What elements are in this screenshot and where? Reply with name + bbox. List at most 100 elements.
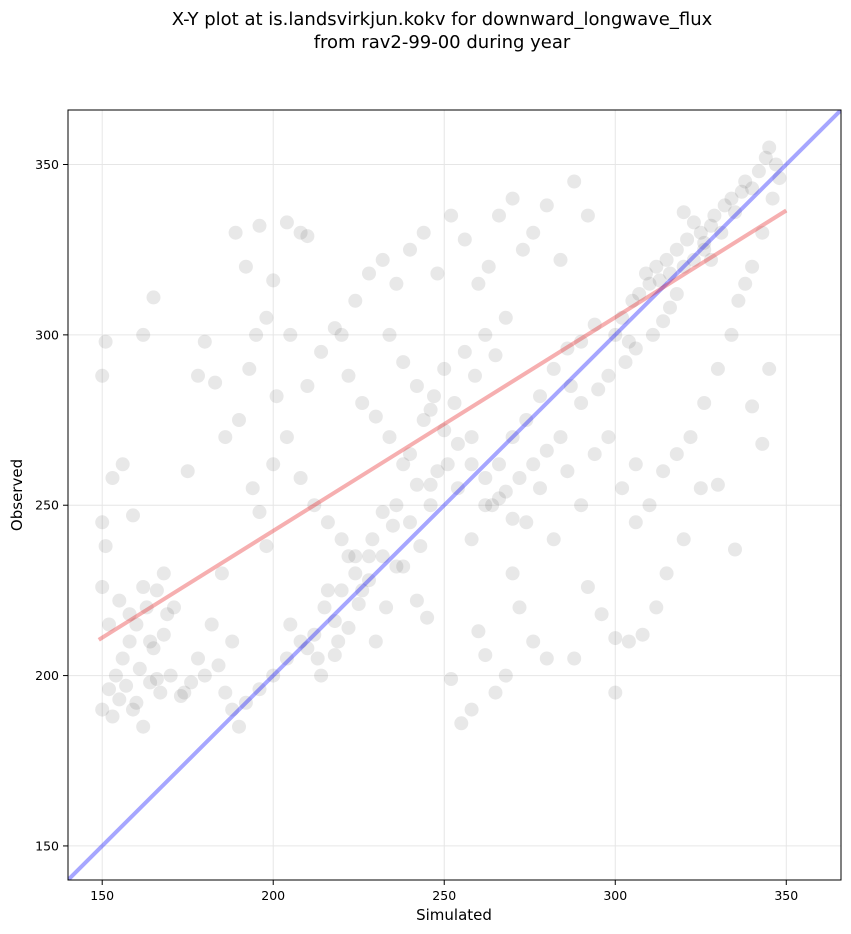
- scatter-point: [505, 566, 520, 581]
- scatter-point: [546, 361, 561, 376]
- scatter-point: [615, 310, 630, 325]
- scatter-point: [492, 491, 506, 506]
- scatter-point: [420, 610, 435, 625]
- scatter-point: [167, 600, 181, 615]
- scatter-point: [307, 627, 322, 642]
- scatter-point: [758, 150, 773, 165]
- scatter-point: [724, 191, 739, 206]
- scatter-point: [102, 617, 116, 632]
- scatter-point: [560, 464, 575, 479]
- scatter-point: [498, 310, 513, 325]
- x-tick-label: 350: [774, 888, 798, 903]
- scatter-point: [745, 259, 760, 274]
- scatter-point: [245, 481, 260, 496]
- scatter-point: [580, 208, 595, 223]
- scatter-point: [266, 457, 281, 472]
- scatter-point: [632, 287, 647, 301]
- scatter-point: [228, 225, 243, 240]
- scatter-point: [772, 171, 787, 186]
- scatter-point: [156, 566, 171, 581]
- scatter-point: [293, 634, 308, 649]
- scatter-point: [283, 327, 298, 342]
- scatter-point: [379, 600, 394, 615]
- scatter-point: [95, 368, 110, 383]
- scatter-point: [218, 685, 233, 700]
- scatter-point: [505, 191, 520, 206]
- scatter-point: [403, 447, 417, 462]
- scatter-point: [197, 668, 212, 683]
- scatter-point: [574, 498, 589, 513]
- scatter-point: [320, 583, 335, 598]
- scatter-point: [574, 334, 589, 349]
- scatter-point: [734, 184, 749, 199]
- scatter-point: [642, 498, 657, 513]
- scatter-point: [105, 471, 120, 485]
- scatter-point: [642, 276, 657, 291]
- scatter-point: [163, 668, 178, 683]
- scatter-point: [454, 716, 469, 731]
- plot-frame: [67, 109, 842, 881]
- scatter-point: [423, 477, 438, 492]
- scatter-point: [649, 600, 664, 615]
- scatter-point: [762, 361, 777, 376]
- scatter-point: [177, 685, 192, 700]
- scatter-point: [95, 580, 110, 594]
- scatter-point: [320, 515, 335, 530]
- scatter-point: [249, 327, 264, 342]
- scatter-point: [385, 518, 400, 533]
- scatter-point: [403, 242, 417, 257]
- scatter-point: [279, 430, 294, 445]
- scatter-point: [628, 457, 643, 472]
- scatter-point: [300, 229, 315, 244]
- scatter-point: [409, 593, 424, 608]
- scatter-point: [704, 252, 718, 267]
- scatter-point: [129, 617, 144, 632]
- scatter-point: [704, 218, 718, 233]
- scatter-point: [464, 532, 479, 547]
- scatter-point: [211, 658, 226, 673]
- scatter-point: [252, 218, 267, 233]
- scatter-point: [738, 276, 753, 291]
- scatter-point: [416, 225, 431, 240]
- scatter-point: [591, 382, 606, 397]
- scatter-point: [112, 593, 127, 608]
- scatter-point: [515, 242, 530, 257]
- data-points: [95, 140, 787, 734]
- scatter-point: [505, 430, 520, 445]
- scatter-point: [488, 348, 503, 363]
- scatter-point: [539, 651, 554, 666]
- scatter-point: [539, 198, 554, 213]
- scatter-point: [115, 651, 130, 666]
- scatter-point: [293, 225, 308, 240]
- scatter-point: [488, 685, 503, 700]
- scatter-point: [242, 361, 257, 376]
- scatter-point: [512, 471, 527, 485]
- y-tick-label: 200: [35, 668, 59, 683]
- scatter-point: [375, 505, 390, 519]
- scatter-point: [621, 334, 636, 349]
- scatter-point: [498, 668, 513, 683]
- scatter-point: [485, 498, 500, 513]
- scatter-point: [283, 617, 298, 632]
- scatter-point: [553, 252, 568, 267]
- scatter-point: [129, 695, 144, 710]
- scatter-point: [184, 675, 199, 690]
- scatter-point: [409, 477, 424, 492]
- scatter-point: [710, 477, 725, 492]
- scatter-point: [269, 389, 284, 404]
- scatter-point: [307, 498, 322, 513]
- scatter-point: [656, 314, 671, 329]
- scatter-point: [136, 580, 151, 594]
- scatter-point: [444, 672, 459, 686]
- scatter-point: [238, 695, 253, 710]
- scatter-point: [526, 457, 541, 472]
- scatter-point: [717, 198, 732, 213]
- scatter-point: [368, 634, 383, 649]
- scatter-point: [355, 583, 370, 598]
- scatter-point: [676, 532, 691, 547]
- scatter-point: [300, 641, 315, 656]
- scatter-point: [628, 515, 643, 530]
- scatter-point: [492, 208, 506, 223]
- scatter-point: [615, 481, 630, 496]
- scatter-point: [669, 242, 684, 257]
